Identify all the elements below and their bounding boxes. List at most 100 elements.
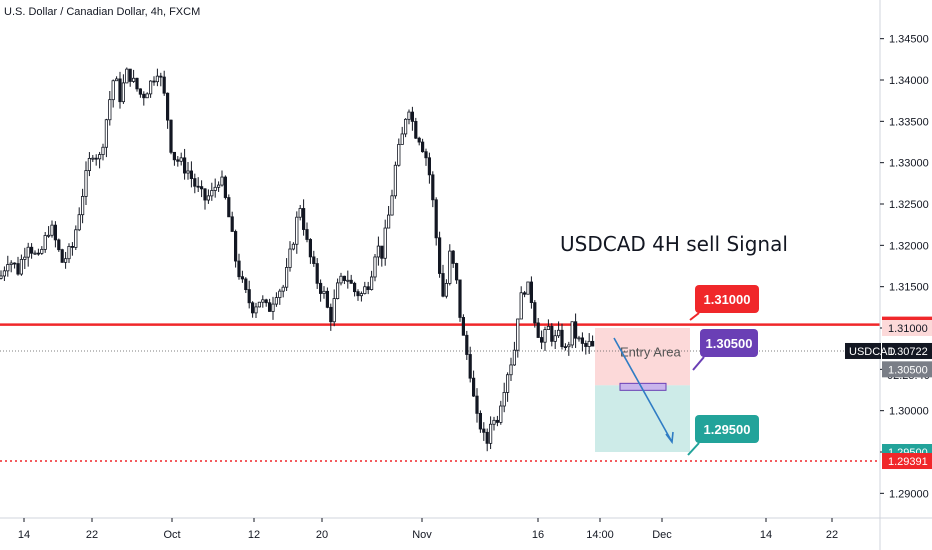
candle-body — [125, 68, 129, 84]
candle-body — [284, 267, 289, 288]
candle-body — [288, 248, 292, 268]
candle-body — [536, 322, 540, 338]
candle-body — [454, 263, 459, 281]
candle-body — [349, 279, 353, 284]
symbol-title: U.S. Dollar / Canadian Dollar, 4h, FXCM — [4, 6, 201, 18]
candle-body — [557, 329, 561, 337]
candle-body — [383, 227, 387, 259]
candle-body — [478, 412, 483, 430]
candle-body — [363, 286, 367, 294]
svg-text:1.31000: 1.31000 — [704, 292, 751, 307]
price-tick-label: 1.30000 — [889, 406, 929, 418]
candle-body — [29, 246, 34, 254]
entry-callout[interactable]: 1.30500 — [692, 329, 758, 371]
candle-body — [390, 195, 394, 216]
candle-body — [468, 354, 472, 379]
candle-body — [424, 151, 428, 159]
candle-body — [529, 281, 534, 303]
candle-body — [414, 120, 418, 139]
candle-body — [366, 286, 370, 290]
candle-body — [441, 273, 445, 297]
candle-body — [492, 419, 496, 425]
candle-body — [227, 197, 231, 218]
candle-body — [94, 157, 98, 160]
candle-body — [203, 188, 207, 201]
candle-body — [563, 346, 568, 349]
candle-body — [60, 249, 64, 263]
stop-price-label — [882, 320, 932, 336]
candle-body — [172, 151, 176, 161]
symbol-tag-text: USDCAD — [849, 346, 896, 358]
candle-body — [210, 190, 214, 197]
candle-body — [223, 176, 227, 198]
candle-body — [278, 290, 282, 299]
stop-callout[interactable]: 1.31000 — [689, 285, 759, 321]
candle-body — [240, 276, 244, 280]
candle-body — [36, 252, 41, 255]
candle-body — [400, 133, 404, 145]
candle-body — [70, 246, 74, 248]
candle-body — [471, 377, 476, 397]
candle-body — [505, 374, 510, 393]
candle-body — [9, 262, 13, 265]
candle-body — [142, 93, 146, 99]
candle-body — [138, 88, 142, 95]
entry-area-label: Entry Area — [620, 344, 681, 359]
candle-body — [145, 93, 149, 99]
price-axis-labels: 1.310411.310001.30722USDCAD02:25:401.305… — [845, 316, 932, 470]
candle-body — [196, 185, 200, 188]
candle-body — [352, 282, 357, 293]
candle-body — [325, 290, 330, 308]
last-price-label-text: 1.30722 — [888, 346, 928, 358]
candle-body — [12, 262, 17, 265]
candle-body — [189, 170, 193, 179]
candle-body — [182, 157, 187, 174]
low-price-label — [882, 453, 932, 470]
candle-body — [186, 170, 190, 174]
position-zones — [595, 328, 690, 452]
candle-body — [587, 340, 591, 347]
candle-body — [550, 325, 554, 342]
candle-body — [131, 77, 136, 82]
candle-body — [40, 248, 44, 254]
candle-body — [67, 246, 71, 260]
candle-body — [264, 299, 268, 304]
candle-body — [98, 154, 102, 160]
candle-body — [553, 335, 557, 342]
price-tick-label: 1.32000 — [889, 240, 929, 252]
time-tick-label: Oct — [163, 529, 180, 541]
candle-body — [193, 178, 197, 187]
candle-body — [369, 276, 374, 290]
candle-body — [6, 264, 10, 272]
candle-body — [570, 321, 574, 346]
candle-body — [247, 289, 251, 304]
candle-body — [512, 349, 517, 366]
candle-body — [162, 76, 166, 94]
candle-body — [526, 281, 530, 295]
target-callout[interactable]: 1.29500 — [687, 415, 759, 456]
candle-body — [230, 216, 234, 232]
time-axis[interactable]: 14 22 Oct 12 20 Nov 16 14:00 Dec 14 22 — [18, 518, 838, 541]
candle-body — [444, 283, 449, 297]
candle-body — [322, 290, 326, 294]
candle-body — [118, 78, 122, 103]
sell-arrow — [613, 337, 674, 445]
candle-body — [332, 298, 336, 323]
candle-body — [533, 302, 537, 324]
time-tick-label: Dec — [652, 529, 672, 541]
candle-body — [199, 186, 204, 190]
candle-body — [502, 392, 506, 407]
candle-body — [591, 340, 595, 347]
candle-body — [516, 318, 520, 351]
candle-body — [244, 278, 248, 291]
candle-body — [81, 196, 85, 216]
candle-body — [427, 157, 432, 176]
time-tick-label: Nov — [412, 529, 432, 541]
low-price-label-text: 1.29391 — [888, 456, 928, 468]
candle-body — [237, 260, 241, 278]
candle-body — [560, 329, 564, 348]
candle-body — [546, 325, 551, 330]
candle-body — [346, 279, 350, 282]
